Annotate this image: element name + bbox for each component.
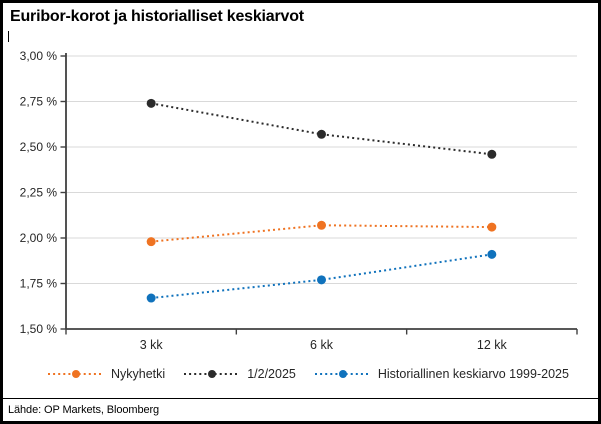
y-axis-tick-label: 3,00 % — [20, 49, 58, 63]
legend-marker-icon — [72, 370, 80, 378]
title-frame-edge-artifact — [8, 31, 9, 42]
legend-item-feb2025: 1/2/2025 — [184, 367, 296, 381]
chart-title: Euribor-korot ja historialliset keskiarv… — [10, 8, 304, 25]
legend-marker-icon — [208, 370, 217, 378]
series-marker-series_historical — [487, 249, 497, 259]
legend-swatch-feb2025-icon — [184, 370, 241, 378]
legend-swatch-historical-icon — [314, 370, 371, 378]
legend-label-nykyhetki: Nykyhetki — [111, 367, 166, 381]
series-marker-series_historical — [317, 275, 326, 285]
legend-marker-icon — [338, 370, 347, 378]
legend-label-feb2025: 1/2/2025 — [247, 367, 296, 381]
series-marker-series_historical — [146, 293, 156, 303]
y-axis-tick-label: 2,00 % — [20, 231, 58, 245]
y-axis-tick-label: 2,25 % — [20, 186, 58, 200]
y-axis-tick-label: 1,50 % — [20, 322, 58, 336]
legend-item-historical: Historiallinen keskiarvo 1999-2025 — [314, 367, 569, 381]
series-marker-series_feb2025 — [317, 129, 326, 139]
chart-legend: Nykyhetki 1/2/2025 Historiallinen keskia… — [48, 367, 569, 381]
plot-area: 1,50 % 1,75 % 2,00 % 2,25 % 2,50 % 2,75 % 3,00… — [20, 49, 578, 352]
series-marker-series_feb2025 — [487, 149, 497, 159]
legend-swatch-nykyhetki-icon — [48, 370, 104, 378]
series-marker-series_feb2025 — [146, 98, 156, 108]
x-axis-category-label: 3 kk — [140, 338, 164, 352]
series-line-series_nykyhetki — [151, 224, 492, 243]
x-axis-category-label: 6 kk — [310, 338, 334, 352]
x-axis-category-label: 12 kk — [477, 338, 508, 352]
footer-source-text: Lähde: OP Markets, Bloomberg — [8, 404, 160, 416]
series-marker-series_nykyhetki — [317, 220, 326, 230]
series-marker-series_nykyhetki — [487, 222, 497, 232]
series-line-series_historical — [151, 253, 492, 300]
series-line-series_feb2025 — [150, 102, 492, 156]
y-axis-tick-label: 2,50 % — [20, 140, 58, 154]
series-marker-series_nykyhetki — [146, 237, 156, 247]
legend-label-historical: Historiallinen keskiarvo 1999-2025 — [377, 367, 569, 381]
legend-item-nykyhetki: Nykyhetki — [48, 367, 165, 381]
y-axis-tick-label: 1,75 % — [20, 277, 58, 291]
footer-source-bar: Lähde: OP Markets, Bloomberg — [3, 398, 598, 421]
y-axis-tick-label: 2,75 % — [20, 95, 58, 109]
